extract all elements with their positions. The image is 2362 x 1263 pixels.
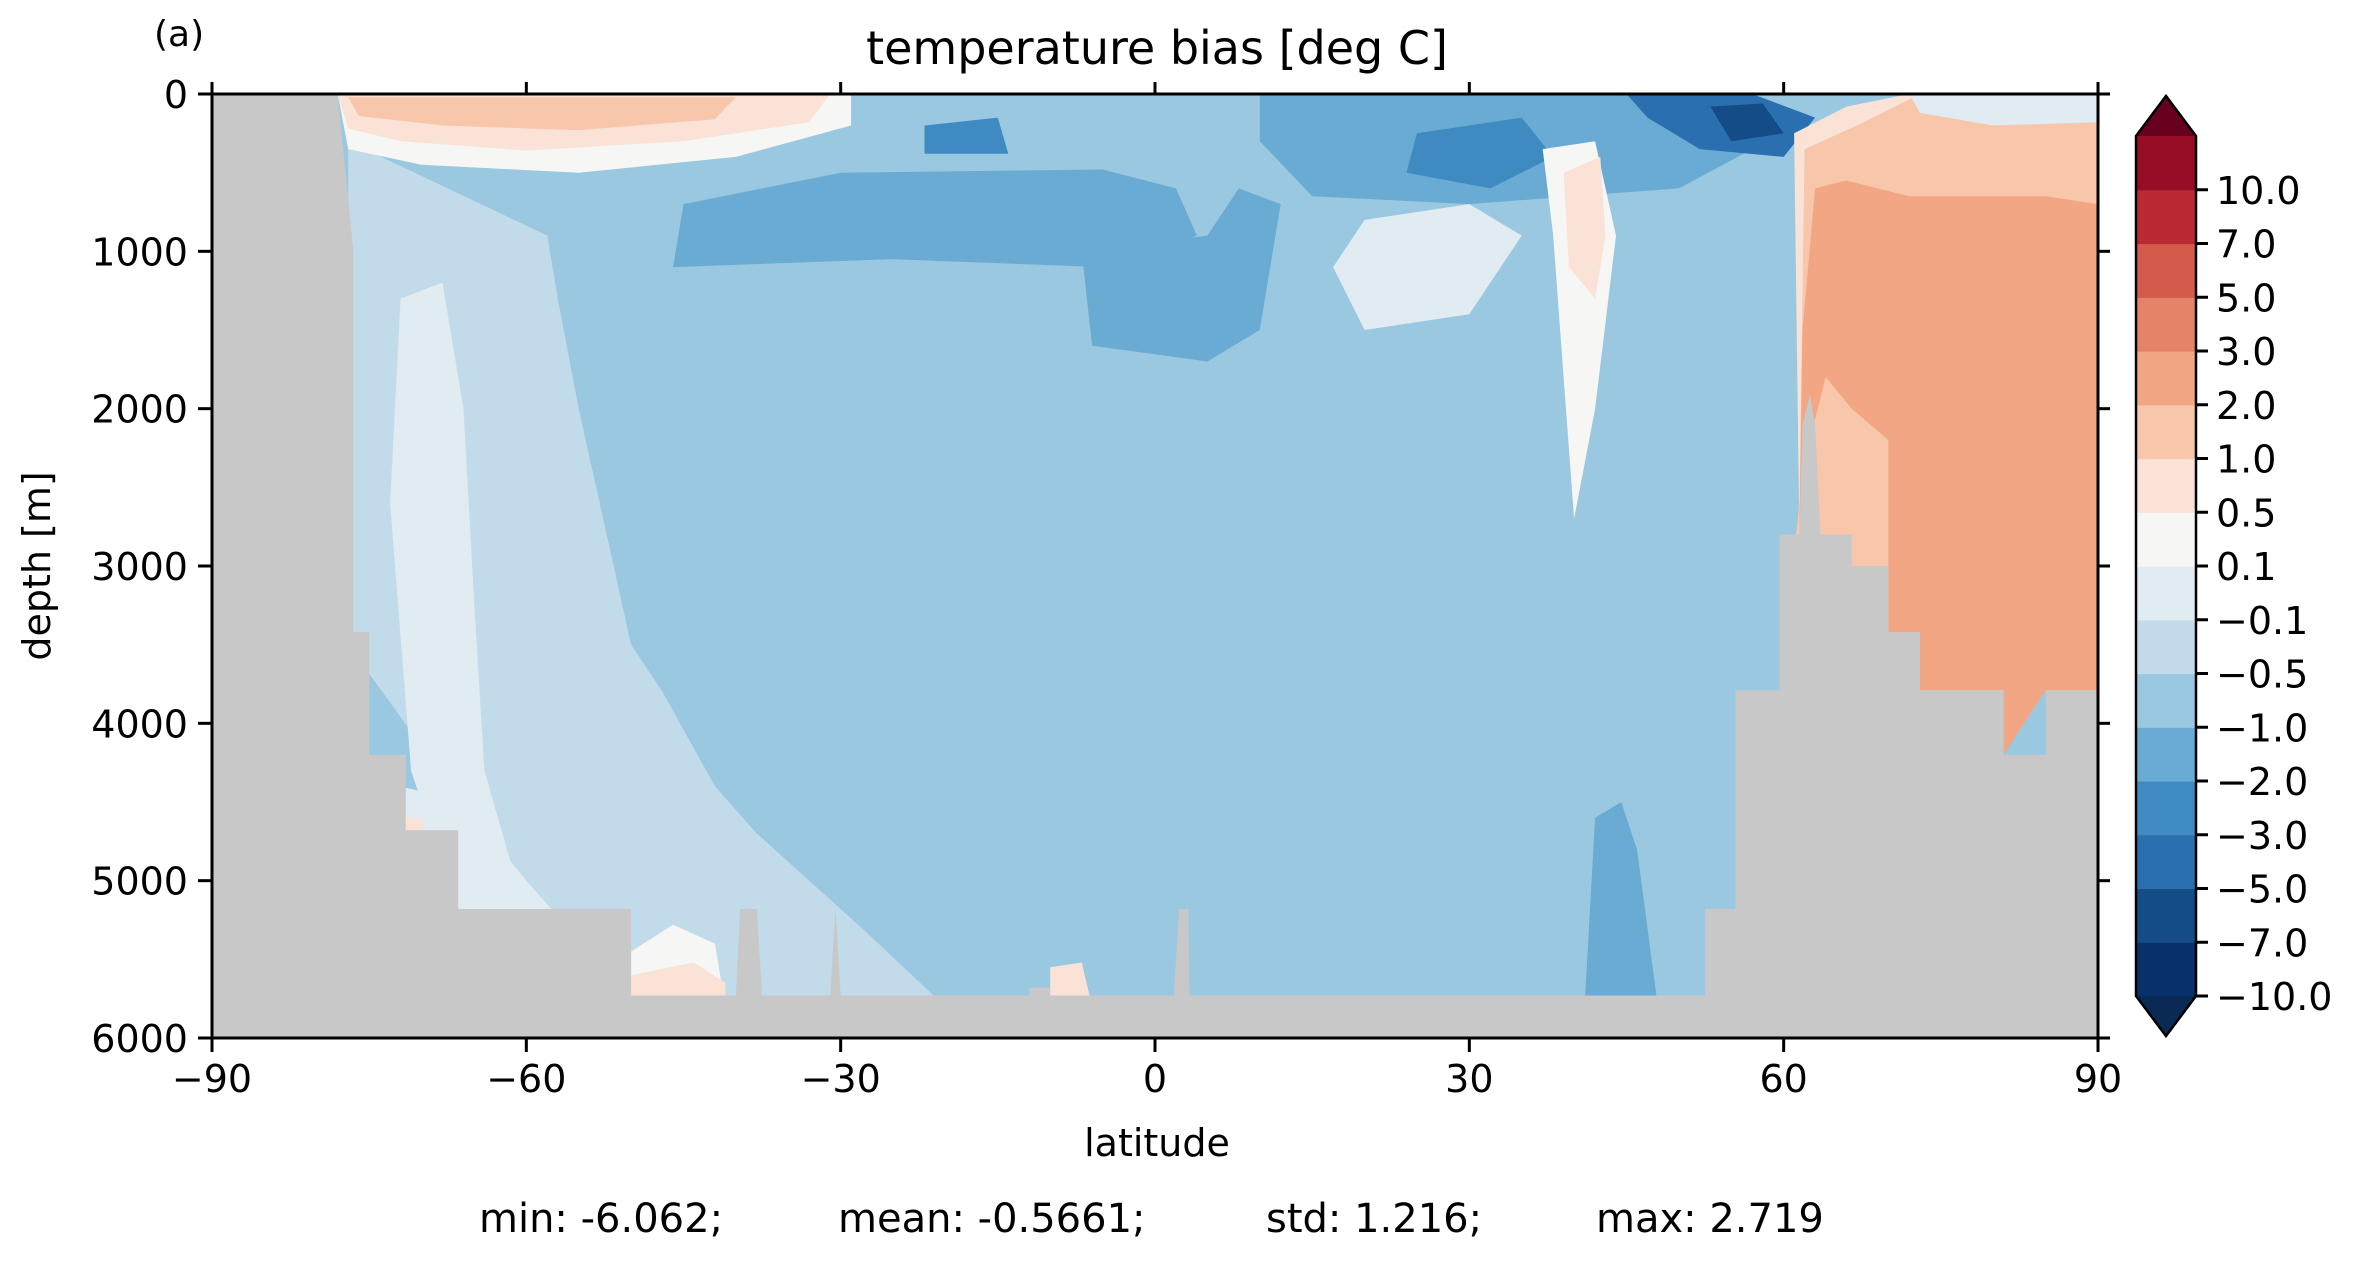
y-axis: 0 1000 2000 3000 4000 5000 6000 [91, 73, 2110, 1061]
colorbar-tick-label: −5.0 [2216, 868, 2308, 912]
colorbar-tick-label: 2.0 [2216, 384, 2276, 428]
x-tick-label: 60 [1759, 1057, 1807, 1101]
stat-max: max: 2.719 [1596, 1196, 1824, 1242]
colorbar-tick-label: 7.0 [2216, 223, 2276, 267]
contour-region-southern-ocean-neutral [390, 282, 558, 928]
land-mask [212, 94, 2098, 1038]
stat-mean: mean: -0.5661; [838, 1196, 1146, 1242]
colorbar-band [2136, 619, 2196, 675]
stat-min: min: -6.062; [479, 1196, 724, 1242]
contour-region-north-intermediate-neutral [1333, 204, 1522, 330]
y-axis-label: depth [m] [15, 471, 59, 660]
y-tick-label: 3000 [91, 545, 188, 589]
contour-fill-layer [212, 94, 2098, 1038]
x-axis: −90 −60 −30 0 30 60 90 [172, 82, 2122, 1101]
colorbar-extend-under [2136, 996, 2196, 1036]
colorbar-band [2136, 942, 2196, 997]
y-tick-label: 5000 [91, 860, 188, 904]
contour-region-upper-tropics-cool [673, 169, 1197, 268]
contour-region-tropical-thermocline-cool [924, 117, 1009, 154]
colorbar-extend-over [2136, 96, 2196, 136]
colorbar-tick-label: 1.0 [2216, 438, 2276, 482]
colorbar-tick-label: −2.0 [2216, 760, 2308, 804]
colorbar-tick-label: −0.1 [2216, 599, 2308, 643]
contour-region-arctic-warm-core [1799, 180, 2098, 755]
plot-area [212, 94, 2098, 1038]
contour-region-north-surface-cool-core [1710, 103, 1784, 142]
y-tick-label: 1000 [91, 230, 188, 274]
statistics-line: min: -6.062; mean: -0.5661; std: 1.216; … [0, 1196, 2362, 1246]
colorbar-band [2136, 136, 2196, 191]
contour-region-mid-latitude-intermediate-cool [1081, 188, 1281, 362]
colorbar-band [2136, 888, 2196, 943]
x-axis-label: latitude [1084, 1121, 1230, 1165]
y-tick-label: 6000 [91, 1017, 188, 1061]
y-tick-label: 4000 [91, 702, 188, 746]
colorbar-band [2136, 351, 2196, 406]
colorbar-band [2136, 404, 2196, 460]
colorbar-tick-label: −7.0 [2216, 921, 2308, 965]
x-tick-label: 90 [2074, 1057, 2122, 1101]
colorbar-band [2136, 727, 2196, 782]
x-tick-label: 30 [1445, 1057, 1493, 1101]
colorbar-tick-label: −0.5 [2216, 653, 2308, 697]
colorbar-band [2136, 512, 2196, 567]
contour-region-gulf-stream-warm [1563, 156, 1606, 299]
x-tick-label: −90 [172, 1057, 252, 1101]
colorbar-tick-label: −10.0 [2216, 975, 2332, 1019]
colorbar-band [2136, 458, 2196, 513]
chart-title: temperature bias [deg C] [866, 21, 1448, 75]
colorbar-band [2136, 673, 2196, 728]
colorbar-tick-label: 0.1 [2216, 545, 2276, 589]
colorbar-band [2136, 243, 2196, 298]
contour-region-southern-ocean-light [348, 141, 946, 1007]
stat-std: std: 1.216; [1266, 1196, 1483, 1242]
contour-region-north-surface-cool-strong [1626, 94, 1816, 157]
contour-region-north-thermocline-cool-core [1406, 117, 1554, 189]
panel-label: (a) [154, 14, 204, 55]
contour-region-north-atlantic-deep-cool [1584, 802, 1658, 1007]
colorbar-band [2136, 297, 2196, 352]
colorbar-tick-label: −3.0 [2216, 814, 2308, 858]
x-tick-label: 0 [1143, 1057, 1167, 1101]
colorbar-band [2136, 781, 2196, 836]
contour-region-surface-southern-warm-core [348, 97, 736, 131]
x-tick-label: −60 [486, 1057, 566, 1101]
colorbar-band [2136, 834, 2196, 890]
y-tick-label: 0 [164, 73, 188, 117]
colorbar-tick-label: 3.0 [2216, 330, 2276, 374]
contour-region-arctic-surface-cool-neutral [1909, 94, 2098, 126]
land-mask-layer [212, 94, 2098, 1038]
colorbar-band [2136, 189, 2196, 245]
colorbar-tick-label: 10.0 [2216, 169, 2301, 213]
y-tick-label: 2000 [91, 388, 188, 432]
colorbar: −10.0 −7.0 −5.0 −3.0 −2.0 −1.0 −0.5 −0.1 0.1 0.5 1… [2134, 93, 2332, 1039]
colorbar-tick-label: −1.0 [2216, 706, 2308, 750]
colorbar-tick-label: 5.0 [2216, 276, 2276, 320]
colorbar-tick-label: 0.5 [2216, 491, 2276, 535]
x-tick-label: −30 [801, 1057, 881, 1101]
colorbar-band [2136, 566, 2196, 621]
